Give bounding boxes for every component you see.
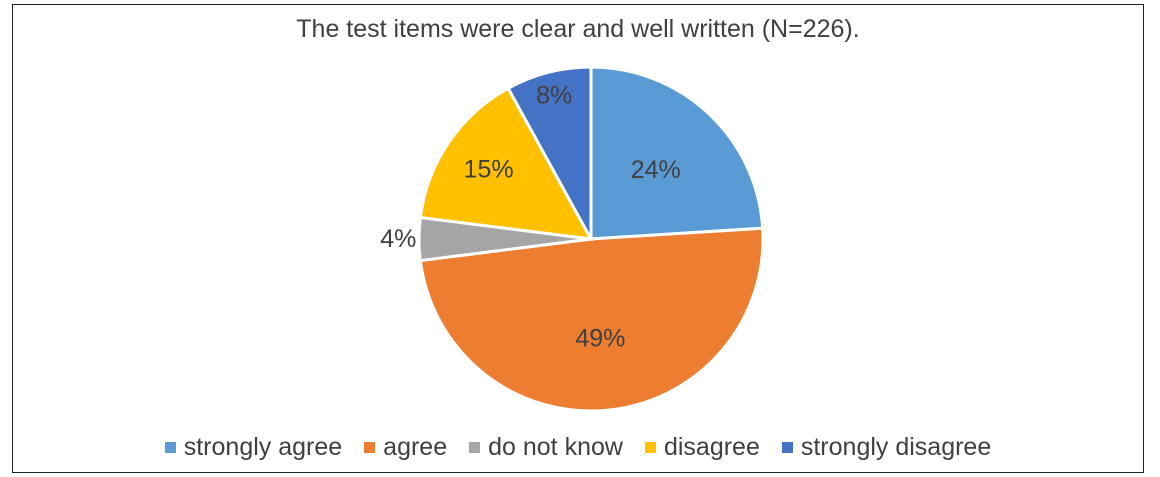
chart-frame: The test items were clear and well writt… [12,4,1144,473]
data-label-strongly-agree: 24% [631,156,681,184]
data-label-strongly-disagree: 8% [536,82,572,110]
data-label-disagree: 15% [464,155,514,183]
legend-label: disagree [663,433,760,461]
legend-item-do-not-know: do not know [469,433,623,462]
legend-swatch [364,442,376,453]
legend-item-disagree: disagree [644,433,760,462]
pie-chart: 24% 49% 4% 15% 8% [380,65,765,413]
pie-slice-strongly-disagree [506,65,593,240]
legend-swatch [164,442,176,453]
legend-label: strongly disagree [800,433,992,461]
chart-title: The test items were clear and well writt… [296,15,860,43]
legend: strongly agree agree do not know disagree st… [13,433,1143,462]
legend-swatch [469,442,481,453]
data-label-agree: 49% [575,324,625,352]
legend-item-agree: agree [364,433,447,462]
legend-label: strongly agree [183,433,343,461]
legend-label: agree [383,433,448,461]
pie-slice-strongly-agree [589,65,765,241]
legend-swatch [644,442,656,453]
legend-item-strongly-disagree: strongly disagree [781,433,992,462]
data-label-do-not-know: 4% [380,225,416,253]
pie-slice-agree [418,226,765,413]
legend-item-strongly-agree: strongly agree [164,433,343,462]
pie-slice-disagree [418,86,594,241]
legend-swatch [781,442,793,453]
legend-label: do not know [488,433,623,461]
